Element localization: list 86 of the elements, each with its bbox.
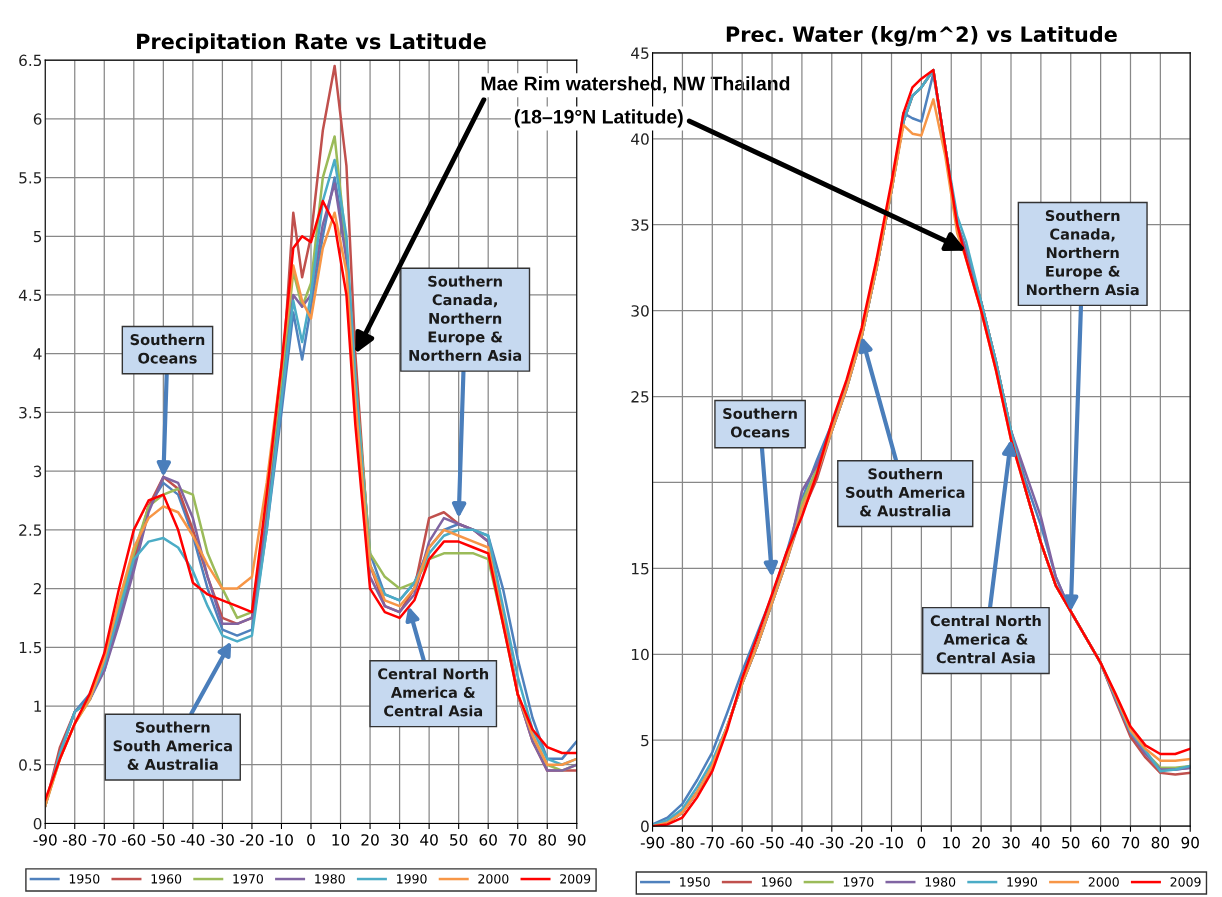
legend-label: 1950 (69, 874, 100, 884)
y-tick-label: 2.5 (19, 524, 42, 536)
annotation: Central North America & Central Asia (930, 614, 1041, 664)
x-tick-label: -90 (640, 836, 665, 849)
x-tick-label: 50 (1062, 836, 1080, 849)
y-tick-label: 35 (631, 219, 649, 231)
legend-label: 1970 (843, 877, 874, 887)
chart-title: Prec. Water (kg/m^2) vs Latitude (726, 25, 1117, 47)
x-tick-label: 20 (972, 836, 990, 849)
x-tick-label: -80 (670, 836, 694, 849)
x-tick-label: -40 (790, 836, 814, 849)
x-tick-label: 60 (479, 834, 497, 846)
annotation: Southern Canada, Northern Europe & Northern Asia (409, 275, 522, 361)
annotation: Southern Canada, Northern Europe & Northern Asia (1026, 209, 1139, 296)
y-tick-label: 1 (34, 700, 42, 712)
legend-label: 1990 (1007, 877, 1038, 887)
x-tick-label: 0 (917, 836, 926, 849)
x-tick-label: 60 (1091, 836, 1110, 849)
legend-label: 1960 (151, 874, 182, 884)
y-tick-label: 30 (631, 305, 649, 317)
legend-label: 2009 (1170, 877, 1201, 887)
x-tick-label: 90 (1181, 836, 1199, 849)
y-tick-label: 5.5 (19, 172, 42, 184)
y-tick-label: 0.5 (19, 759, 42, 771)
y-tick-label: 45 (631, 47, 649, 59)
legend-label: 1980 (315, 874, 345, 884)
annotation: Southern Oceans (723, 407, 797, 438)
y-tick-label: 25 (631, 391, 649, 403)
y-tick-label: 5 (33, 230, 42, 243)
x-tick-label: 80 (1151, 836, 1170, 849)
legend-label: 1990 (397, 874, 427, 884)
annotation: Southern South America & Australia (846, 468, 965, 517)
x-tick-label: 70 (1122, 836, 1140, 849)
y-tick-label: 3.5 (19, 406, 42, 419)
annotation: Southern South America & Australia (113, 721, 232, 770)
y-tick-label: 1.5 (19, 641, 42, 654)
x-tick-label: -10 (879, 836, 903, 849)
y-tick-label: 6.5 (19, 54, 42, 67)
x-tick-label: 70 (509, 834, 527, 846)
x-tick-label: 10 (943, 836, 960, 849)
y-tick-label: 40 (631, 133, 649, 145)
annotation: Southern Oceans (130, 333, 205, 364)
x-tick-label: 20 (361, 834, 379, 846)
chart-title: Precipitation Rate vs Latitude (137, 33, 486, 54)
legend-label: 1960 (761, 877, 792, 887)
x-tick-label: -50 (151, 834, 175, 846)
x-tick-label: -30 (210, 834, 234, 846)
legend-label: 1970 (233, 874, 264, 884)
x-tick-label: -60 (122, 834, 146, 846)
x-tick-label: 10 (332, 834, 350, 846)
x-tick-label: -80 (63, 834, 87, 846)
x-tick-label: -90 (33, 834, 57, 846)
annotation: (18–19°N Latitude) (514, 109, 683, 128)
y-tick-label: 0 (33, 817, 42, 830)
x-tick-label: -10 (269, 834, 293, 846)
y-tick-label: 10 (632, 648, 649, 661)
y-tick-label: 4.5 (18, 289, 42, 301)
legend-label: 1980 (925, 877, 956, 887)
x-tick-label: -20 (849, 836, 874, 849)
annotation: Central North America & Central Asia (378, 668, 489, 717)
x-tick-label: -30 (820, 836, 844, 849)
x-tick-label: -40 (181, 834, 205, 846)
y-tick-label: 6 (33, 113, 42, 125)
x-tick-label: -50 (760, 836, 784, 849)
y-tick-label: 4 (33, 348, 42, 360)
y-tick-label: 3 (33, 465, 42, 478)
x-tick-label: -70 (700, 836, 724, 849)
y-tick-label: 15 (632, 563, 649, 575)
legend-label: 2009 (560, 874, 591, 884)
x-tick-label: 30 (1002, 836, 1020, 849)
x-tick-label: 0 (307, 834, 315, 846)
x-tick-label: 30 (391, 834, 409, 846)
x-tick-label: 90 (568, 834, 586, 846)
legend-label: 2000 (478, 874, 509, 884)
y-tick-label: 0 (641, 820, 649, 833)
y-tick-label: 2 (33, 583, 41, 595)
legend-label: 1950 (680, 877, 710, 887)
x-tick-label: -70 (92, 834, 116, 846)
x-tick-label: -20 (240, 834, 264, 846)
x-tick-label: 80 (538, 834, 556, 846)
legend-label: 2000 (1088, 877, 1119, 887)
y-tick-label: 5 (641, 734, 649, 747)
x-tick-label: 40 (1031, 836, 1050, 849)
x-tick-label: -60 (730, 836, 754, 849)
x-tick-label: 40 (420, 834, 438, 846)
x-tick-label: 50 (450, 834, 468, 846)
